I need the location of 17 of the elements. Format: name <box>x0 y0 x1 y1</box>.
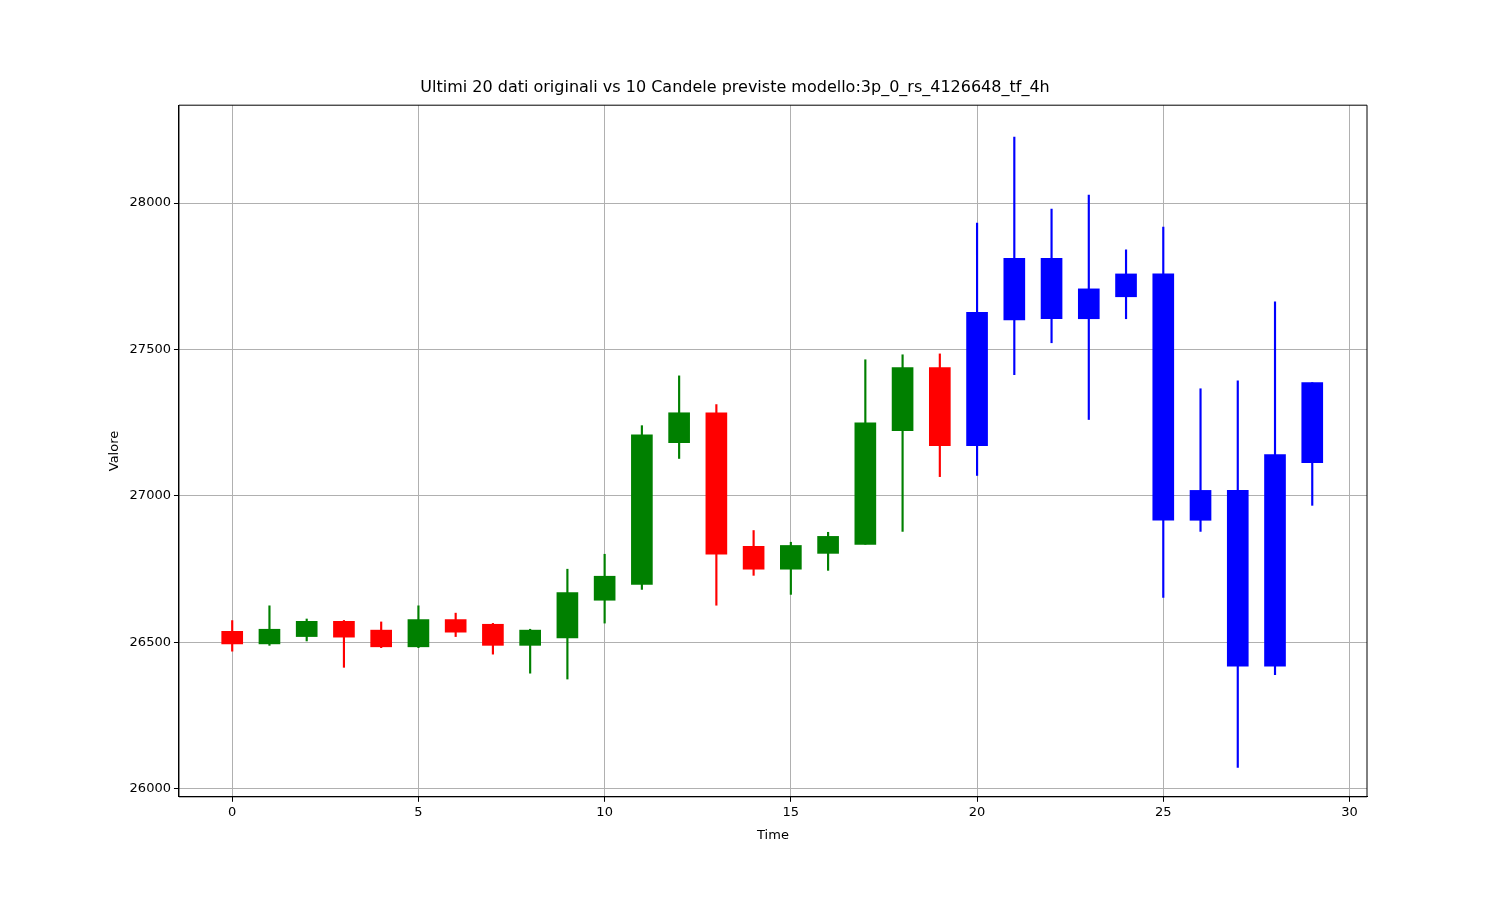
x-tick-label: 5 <box>414 803 423 819</box>
y-axis-title: Valore <box>106 430 122 472</box>
y-tick-label: 26500 <box>129 633 171 649</box>
x-tick-label: 15 <box>782 803 800 819</box>
x-tick-label: 25 <box>1155 803 1172 819</box>
x-axis-title: Time <box>756 826 789 842</box>
y-tick-label: 27500 <box>129 340 171 356</box>
y-tick-label: 26000 <box>129 780 171 796</box>
chart-title: Ultimi 20 dati originali vs 10 Candele previste modello:3p_0_rs_4126648_tf_4h <box>420 76 1050 97</box>
x-tick-label: 30 <box>1341 803 1358 819</box>
x-tick-label: 20 <box>968 803 986 819</box>
y-tick-label: 28000 <box>129 194 171 210</box>
y-tick-label: 27000 <box>129 487 171 503</box>
candlestick <box>258 605 281 646</box>
x-tick-label: 0 <box>228 803 237 819</box>
x-tick-label: 10 <box>596 803 613 819</box>
candlestick <box>1189 388 1212 532</box>
